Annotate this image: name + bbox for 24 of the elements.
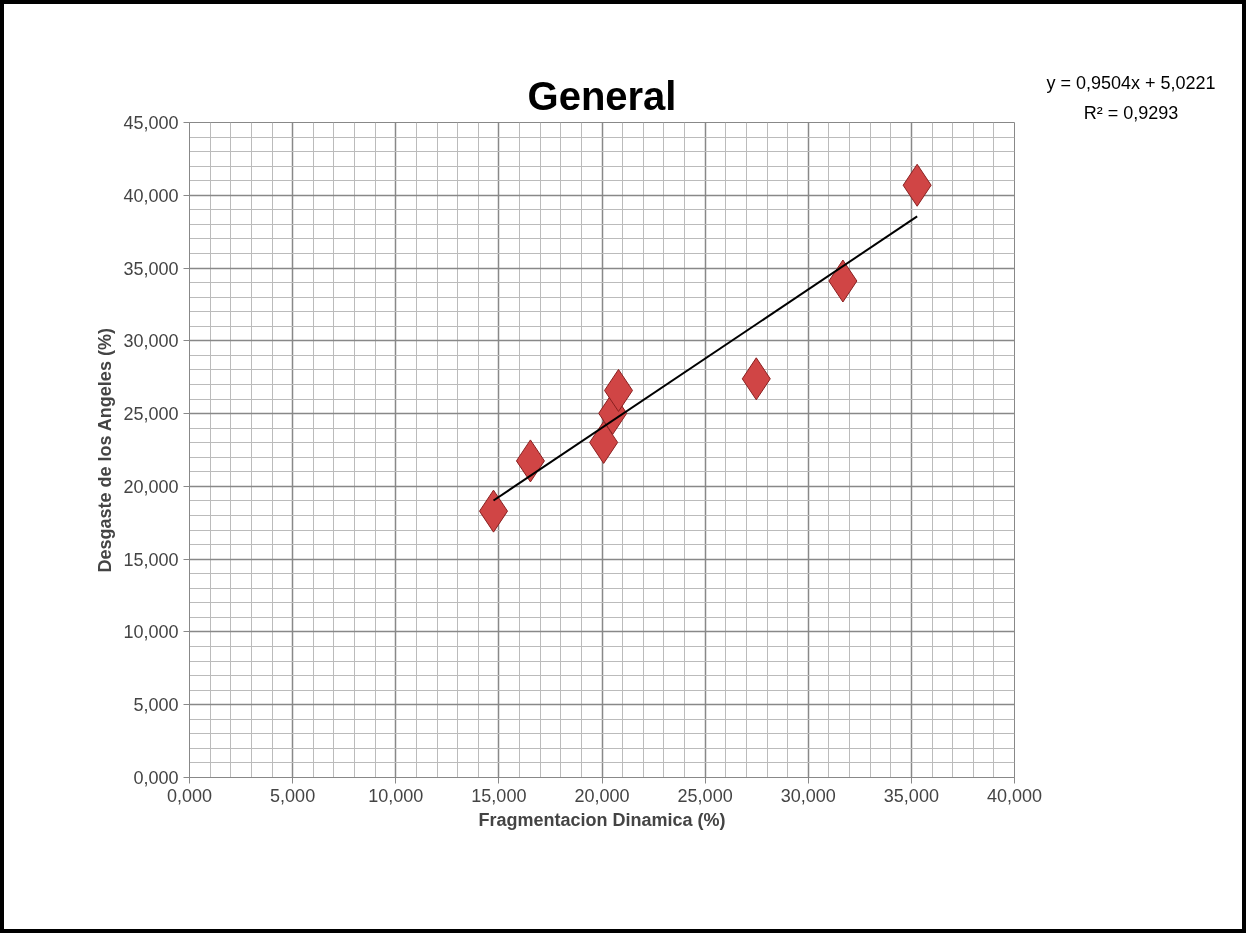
y-tick-label: 20,000 [123, 476, 179, 497]
x-tick-label: 20,000 [574, 785, 630, 806]
x-tick-label: 10,000 [368, 785, 424, 806]
x-tick-label: 15,000 [471, 785, 527, 806]
chart-title: General [527, 73, 677, 118]
x-tick-label: 25,000 [677, 785, 733, 806]
y-tick-label: 40,000 [123, 185, 179, 206]
y-tick-label: 45,000 [123, 113, 179, 133]
y-tick-label: 0,000 [133, 768, 179, 788]
x-tick-label: 30,000 [780, 785, 836, 806]
y-tick-label: 10,000 [123, 622, 179, 643]
y-tick-label: 5,000 [133, 695, 179, 716]
y-tick-label: 25,000 [123, 404, 179, 425]
x-tick-label: 0,000 [166, 785, 213, 806]
x-axis-title: Fragmentacion Dinamica (%) [478, 809, 726, 830]
x-tick-label: 5,000 [270, 785, 316, 806]
y-axis-title: Desgaste de los Angeles (%) [95, 328, 116, 573]
y-tick-label: 15,000 [123, 549, 179, 570]
x-tick-label: 35,000 [883, 785, 939, 806]
text: R² = 0,9293 [1083, 102, 1179, 125]
x-tick-label: 40,000 [986, 785, 1043, 806]
y-tick-label: 35,000 [123, 258, 179, 279]
y-tick-label: 30,000 [123, 331, 179, 352]
text: y = 0,9504x + 5,0221 [1046, 72, 1216, 95]
